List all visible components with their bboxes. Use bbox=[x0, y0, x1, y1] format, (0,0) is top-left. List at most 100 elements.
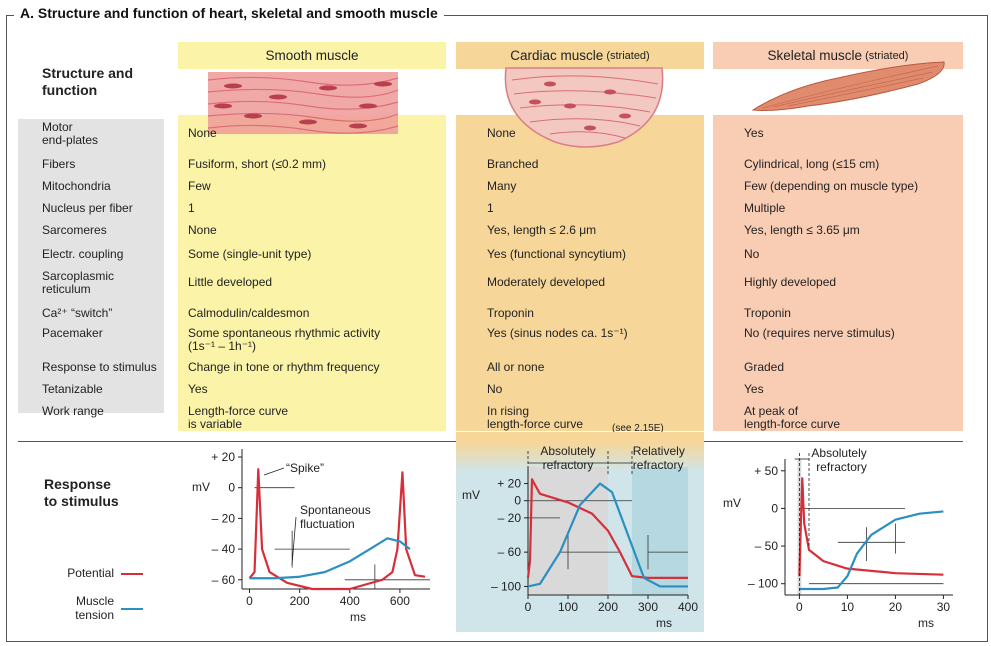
skeletal-cell: Yes bbox=[744, 382, 764, 396]
x-unit-label: ms bbox=[918, 616, 934, 630]
smooth-muscle-illustration bbox=[207, 72, 399, 134]
row-label-band bbox=[18, 119, 164, 413]
smooth-cell: None bbox=[188, 126, 217, 140]
cardiac-cell: Troponin bbox=[487, 306, 534, 320]
x-tick-label: 20 bbox=[889, 600, 903, 614]
row-label: Work range bbox=[42, 404, 104, 418]
potential-curve bbox=[798, 477, 944, 577]
y-tick-label: – 40 bbox=[212, 542, 236, 556]
cardiac-cell: In rising length-force curve bbox=[487, 404, 584, 431]
smooth-cell: Calmodulin/caldesmon bbox=[188, 306, 310, 320]
y-tick-label: – 100 bbox=[748, 577, 778, 591]
legend-potential-swatch bbox=[121, 573, 143, 575]
row-label: Pacemaker bbox=[42, 326, 103, 340]
skeletal-cell: Multiple bbox=[744, 201, 786, 215]
x-tick-label: 200 bbox=[290, 594, 310, 608]
smooth-column-band bbox=[178, 115, 446, 431]
skeletal-response-chart: + 50 0 – 50 – 100 0 10 20 30 mV ms Absolutelyrefra… bbox=[723, 446, 953, 630]
y-tick-label: 0 bbox=[771, 501, 778, 515]
cardiac-cell: Yes, length ≤ 2.6 μm bbox=[487, 223, 597, 237]
smooth-cell: None bbox=[188, 223, 217, 237]
abs-refractory-label: refractory bbox=[543, 458, 594, 472]
refractory-region bbox=[632, 467, 688, 595]
tension-curve bbox=[249, 537, 411, 580]
skeletal-cell: Graded bbox=[744, 360, 785, 374]
spike-pointer bbox=[263, 467, 285, 476]
fluctuation-label: Spontaneous bbox=[300, 503, 371, 517]
spike-label: “Spike” bbox=[286, 461, 324, 475]
tension-curve bbox=[527, 482, 688, 588]
y-tick-label: 0 bbox=[228, 481, 235, 495]
legend-potential-text: Potential bbox=[67, 566, 114, 580]
skeletal-muscle-note: (striated) bbox=[865, 49, 909, 62]
x-tick-label: 200 bbox=[598, 600, 618, 614]
cardiac-reference-text: (see 2.15E) bbox=[612, 423, 664, 434]
skeletal-cell: No bbox=[744, 247, 760, 261]
smooth-muscle-title: Smooth muscle bbox=[265, 48, 359, 63]
skeletal-cell: Troponin bbox=[744, 306, 791, 320]
x-tick-label: 0 bbox=[796, 600, 803, 614]
cardiac-cell: All or none bbox=[487, 360, 545, 374]
potential-curve bbox=[526, 478, 688, 579]
cardiac-cell: Branched bbox=[487, 157, 539, 171]
abs-refractory-label: Absolutely bbox=[540, 444, 595, 458]
smooth-muscle-header: Smooth muscle bbox=[178, 42, 446, 69]
row-label: Nucleus per fiber bbox=[42, 201, 133, 215]
x-tick-label: 10 bbox=[841, 600, 855, 614]
y-tick-label: + 20 bbox=[497, 477, 521, 491]
x-tick-label: 100 bbox=[558, 600, 578, 614]
y-tick-label: – 20 bbox=[212, 511, 236, 525]
smooth-cell: Fusiform, short (≤0.2 mm) bbox=[188, 157, 326, 171]
fluctuation-label: fluctuation bbox=[300, 517, 355, 531]
skeletal-cell: At peak of length-force curve bbox=[744, 404, 841, 431]
row-label: Motor end-plates bbox=[42, 120, 99, 147]
cardiac-muscle-note: (striated) bbox=[606, 49, 650, 62]
abs-refractory-label: refractory bbox=[816, 460, 867, 474]
cardiac-response-chart: + 20 0 – 20 – 60 – 100 0 100 200 300 400 mV ms Absol… bbox=[462, 444, 698, 630]
main-frame bbox=[6, 15, 988, 642]
legend-tension-label: Muscle tension bbox=[75, 594, 114, 622]
cardiac-cell: No bbox=[487, 382, 503, 396]
cardiac-cell: 1 bbox=[487, 201, 494, 215]
smooth-response-chart: + 20 0 – 20 – 40 – 60 0 200 400 600 mV ms “Spike” Sp… bbox=[192, 449, 430, 624]
cardiac-muscle-illustration bbox=[504, 67, 664, 148]
cardiac-cell: Yes (sinus nodes ca. 1s⁻¹) bbox=[487, 326, 628, 340]
response-to-stimulus-label: Response to stimulus bbox=[44, 476, 119, 509]
row-label: Response to stimulus bbox=[42, 360, 157, 374]
smooth-cell: Yes bbox=[188, 382, 208, 396]
skeletal-muscle-title: Skeletal muscle bbox=[767, 48, 863, 63]
y-tick-label: – 20 bbox=[498, 511, 522, 525]
tension-curve bbox=[799, 510, 944, 591]
y-tick-label: + 20 bbox=[211, 450, 235, 464]
x-tick-label: 400 bbox=[340, 594, 360, 608]
row-label: Fibers bbox=[42, 157, 76, 171]
row-label: Sarcoplasmic reticulum bbox=[42, 269, 115, 296]
refractory-region bbox=[797, 459, 802, 595]
x-tick-label: 300 bbox=[638, 600, 658, 614]
cardiac-muscle-title: Cardiac muscle bbox=[510, 48, 604, 63]
cardiac-cell: Moderately developed bbox=[487, 275, 606, 289]
cardiac-cell: Yes (functional syncytium) bbox=[487, 247, 626, 261]
x-tick-label: 0 bbox=[246, 594, 253, 608]
smooth-cell: Little developed bbox=[188, 275, 273, 289]
y-tick-label: 0 bbox=[514, 494, 521, 508]
skeletal-cell: Few (depending on muscle type) bbox=[744, 179, 919, 193]
smooth-cell: 1 bbox=[188, 201, 195, 215]
x-tick-label: 400 bbox=[678, 600, 698, 614]
skeletal-cell: Yes, length ≤ 3.65 μm bbox=[744, 223, 860, 237]
abs-refractory-label: Absolutely bbox=[811, 446, 866, 460]
fluctuation-pointer bbox=[291, 516, 297, 566]
figure-title: A. Structure and function of heart, skel… bbox=[14, 5, 444, 21]
skeletal-cell: No (requires nerve stimulus) bbox=[744, 326, 895, 340]
y-tick-label: – 50 bbox=[755, 539, 779, 553]
smooth-cell: Length-force curve is variable bbox=[188, 404, 289, 431]
cardiac-cell: None bbox=[487, 126, 516, 140]
cardiac-muscle-header: Cardiac muscle (striated) bbox=[456, 42, 704, 69]
cardiac-reference: (see 2.15E) bbox=[612, 422, 664, 435]
skeletal-muscle-illustration bbox=[751, 61, 945, 111]
legend-tension-swatch bbox=[121, 608, 143, 610]
x-tick-label: 0 bbox=[525, 600, 532, 614]
cardiac-cell: Many bbox=[487, 179, 517, 193]
y-unit-label: mV bbox=[192, 480, 210, 494]
y-tick-label: – 100 bbox=[491, 579, 521, 593]
